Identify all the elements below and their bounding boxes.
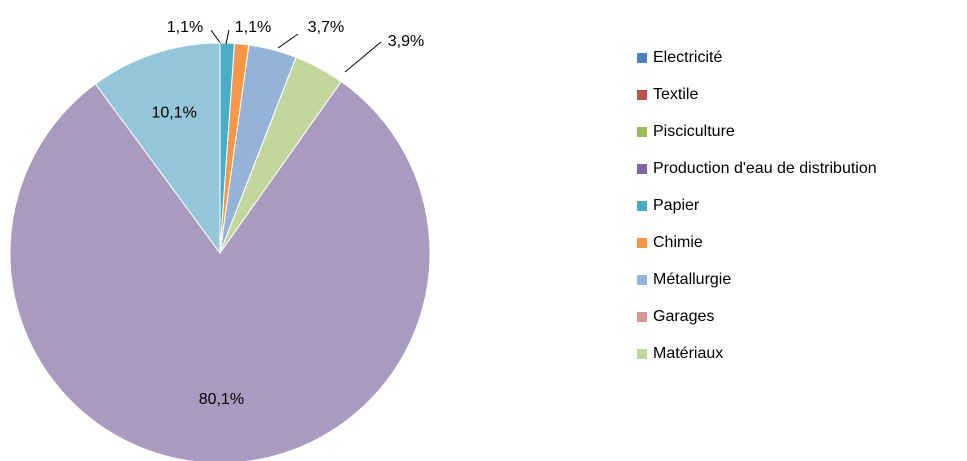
data-label: 10,1% <box>151 105 196 122</box>
leader-line <box>277 33 299 49</box>
legend-swatch <box>637 90 647 100</box>
data-label: 1,1% <box>167 19 203 36</box>
legend-swatch <box>637 164 647 174</box>
data-label: 3,7% <box>308 19 344 36</box>
legend-label: Chimie <box>653 234 703 251</box>
pie-slice <box>9 80 431 461</box>
legend-swatch <box>637 127 647 137</box>
legend-label: Electricité <box>653 49 722 66</box>
legend-label: Papier <box>653 197 700 214</box>
legend-label: Pisciculture <box>653 123 735 140</box>
legend-label: Métallurgie <box>653 271 731 288</box>
legend-swatch <box>637 349 647 359</box>
legend-label: Matériaux <box>653 345 723 362</box>
pie-slice <box>94 42 221 255</box>
data-label: 3,9% <box>388 33 424 50</box>
leader-line <box>344 41 382 73</box>
leader-line <box>210 29 222 45</box>
legend-label: Garages <box>653 308 714 325</box>
legend-swatch <box>637 238 647 248</box>
data-label: 1,1% <box>235 19 271 36</box>
legend-label: Textile <box>653 86 698 103</box>
legend-swatch <box>637 201 647 211</box>
data-label: 80,1% <box>199 391 244 408</box>
legend-swatch <box>637 53 647 63</box>
legend-label: Production d'eau de distribution <box>653 160 877 177</box>
legend-swatch <box>637 275 647 285</box>
leader-line <box>225 29 230 45</box>
legend-swatch <box>637 312 647 322</box>
